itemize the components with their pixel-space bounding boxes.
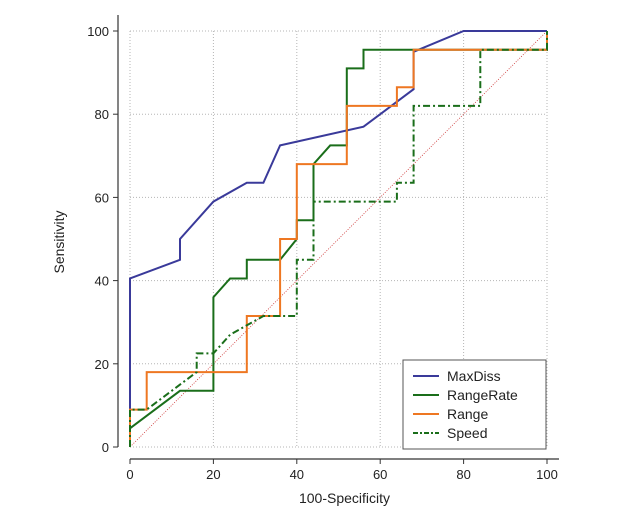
legend-label-rangerate: RangeRate xyxy=(447,387,518,403)
x-tick-label: 0 xyxy=(126,467,133,482)
grid xyxy=(129,30,548,448)
y-tick-label: 20 xyxy=(95,357,109,372)
legend: MaxDiss RangeRate Range Speed xyxy=(402,359,547,450)
x-tick-label: 100 xyxy=(536,467,558,482)
series-line-speed xyxy=(129,31,548,447)
legend-label-speed: Speed xyxy=(447,425,487,441)
legend-label-range: Range xyxy=(447,406,488,422)
series-line-range xyxy=(129,31,548,447)
axes xyxy=(113,15,559,464)
x-tick-label: 20 xyxy=(206,467,220,482)
reference-diagonal xyxy=(129,30,548,448)
x-tick-label: 40 xyxy=(290,467,304,482)
y-tick-label: 60 xyxy=(95,190,109,205)
y-tick-labels: 0 20 40 60 80 100 xyxy=(87,24,109,455)
series-lines xyxy=(129,30,548,447)
y-tick-label: 0 xyxy=(102,440,109,455)
x-tick-label: 80 xyxy=(456,467,470,482)
x-axis-title: 100-Specificity xyxy=(299,490,390,506)
y-tick-label: 80 xyxy=(95,107,109,122)
x-tick-label: 60 xyxy=(373,467,387,482)
y-axis-title: Sensitivity xyxy=(51,210,67,273)
legend-box xyxy=(402,359,547,450)
legend-label-maxdiss: MaxDiss xyxy=(447,368,501,384)
y-tick-label: 40 xyxy=(95,274,109,289)
y-tick-label: 100 xyxy=(87,24,109,39)
x-tick-labels: 0 20 40 60 80 100 xyxy=(126,467,557,482)
